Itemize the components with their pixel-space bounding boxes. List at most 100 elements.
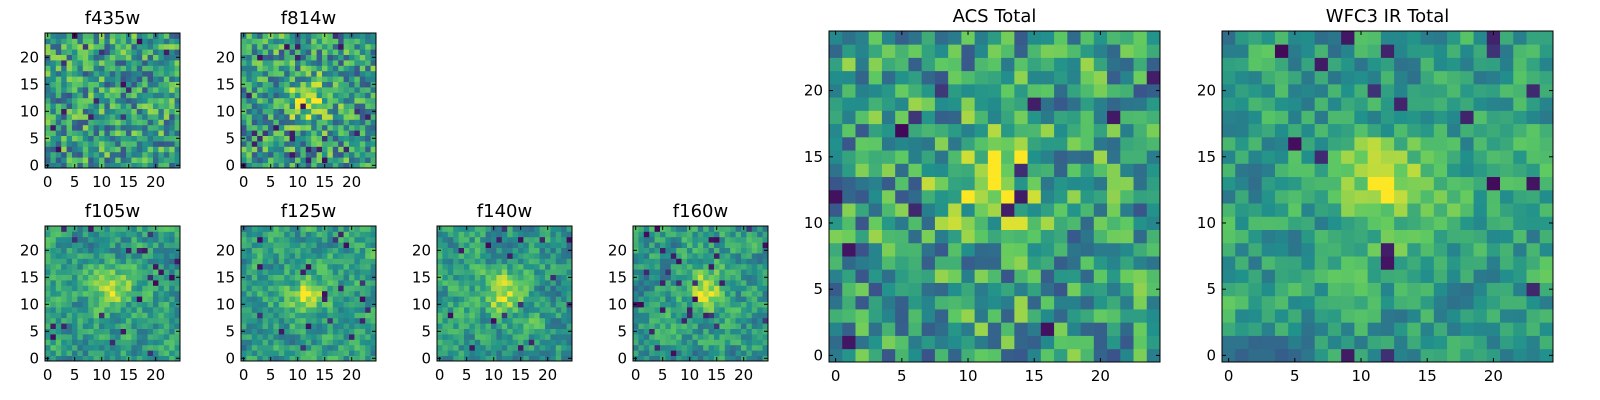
heatmap-cell — [61, 323, 67, 329]
heatmap-cell — [447, 344, 454, 351]
heatmap-cell — [1120, 163, 1134, 178]
heatmap-cell — [322, 87, 328, 93]
heatmap-cell — [480, 280, 486, 286]
heatmap-cell — [762, 231, 769, 238]
heatmap-cell — [1054, 83, 1068, 98]
heatmap-cell — [1067, 110, 1081, 125]
heatmap-cell — [676, 280, 682, 286]
heatmap-cell — [300, 108, 307, 115]
heatmap-cell — [751, 312, 758, 319]
heatmap-cell — [501, 274, 508, 281]
heatmap-cell — [1433, 256, 1448, 270]
heatmap-cell — [343, 92, 350, 99]
heatmap-cell — [1539, 335, 1554, 350]
heatmap-cell — [724, 247, 731, 254]
heatmap-cell — [120, 65, 127, 72]
heatmap-cell — [284, 92, 290, 99]
heatmap-cell — [458, 274, 465, 281]
heatmap-cell — [437, 236, 443, 243]
heatmap-cell — [262, 54, 269, 61]
heatmap-cell — [370, 312, 377, 319]
heatmap-cell — [169, 269, 175, 275]
heatmap-cell — [681, 307, 688, 313]
heatmap-cell — [676, 344, 682, 351]
heatmap-cell — [1354, 229, 1369, 244]
heatmap-cell — [147, 253, 154, 259]
heatmap-cell — [1288, 309, 1302, 323]
heatmap-cell — [61, 312, 67, 319]
heatmap-cell — [934, 189, 949, 204]
heatmap-cell — [762, 323, 769, 329]
heatmap-cell — [115, 236, 121, 243]
heatmap-cell — [692, 236, 699, 243]
heatmap-cell — [327, 355, 334, 362]
heatmap-cell — [365, 355, 371, 362]
y-tick-label: 0 — [225, 349, 235, 367]
heatmap-cell — [120, 114, 127, 120]
heatmap-cell — [480, 285, 486, 292]
heatmap-cell — [961, 110, 976, 125]
heatmap-cell — [273, 65, 280, 72]
heatmap-cell — [762, 307, 769, 313]
heatmap-cell — [99, 350, 105, 356]
heatmap-cell — [762, 258, 769, 265]
heatmap-cell — [126, 70, 132, 77]
heatmap-cell — [278, 301, 285, 308]
heatmap-cell — [474, 317, 481, 324]
heatmap-cell — [305, 135, 312, 142]
heatmap-cell — [1447, 322, 1461, 336]
heatmap-cell — [104, 231, 111, 238]
heatmap-cell — [273, 157, 280, 163]
heatmap-cell — [273, 280, 280, 286]
heatmap-cell — [633, 307, 639, 313]
heatmap-cell — [762, 226, 769, 232]
heatmap-cell — [147, 151, 154, 158]
heatmap-cell — [741, 269, 747, 275]
heatmap-cell — [491, 274, 497, 281]
heatmap-cell — [343, 247, 350, 254]
heatmap-cell — [109, 328, 116, 335]
heatmap-cell — [485, 344, 492, 351]
heatmap-cell — [273, 92, 280, 99]
heatmap-cell — [169, 307, 175, 313]
heatmap-cell — [1420, 282, 1435, 297]
heatmap-cell — [66, 269, 73, 275]
heatmap-cell — [50, 33, 57, 39]
heatmap-cell — [649, 280, 655, 286]
heatmap-cell — [136, 231, 143, 238]
heatmap-cell — [50, 65, 57, 72]
heatmap-cell — [1120, 97, 1134, 111]
heatmap-cell — [158, 350, 165, 356]
heatmap-cell — [961, 57, 976, 72]
heatmap-cell — [453, 301, 459, 308]
heatmap-cell — [311, 274, 317, 281]
heatmap-cell — [458, 290, 465, 297]
heatmap-cell — [93, 92, 100, 99]
heatmap-cell — [735, 280, 742, 286]
heatmap-cell — [746, 247, 753, 254]
heatmap-cell — [1288, 295, 1302, 310]
heatmap-cell — [692, 334, 699, 340]
heatmap-cell — [241, 49, 247, 55]
heatmap-cell — [354, 146, 361, 153]
heatmap-cell — [316, 33, 323, 39]
heatmap-cell — [257, 312, 263, 319]
heatmap-cell — [289, 43, 296, 50]
heatmap-cell — [284, 33, 290, 39]
heatmap-cell — [480, 226, 486, 232]
heatmap-cell — [147, 162, 154, 169]
heatmap-cell — [147, 130, 154, 136]
heatmap-cell — [469, 263, 476, 270]
heatmap-cell — [131, 355, 138, 362]
heatmap-cell — [474, 258, 481, 265]
heatmap-cell — [1080, 110, 1095, 125]
heatmap-cell — [169, 312, 175, 319]
heatmap-cell — [262, 151, 269, 158]
heatmap-cell — [1107, 256, 1121, 270]
heatmap-cell — [93, 258, 100, 265]
heatmap-cell — [61, 344, 67, 351]
heatmap-cell — [61, 258, 67, 265]
heatmap-cell — [670, 253, 677, 259]
heatmap-cell — [649, 242, 655, 248]
heatmap-cell — [687, 247, 693, 254]
